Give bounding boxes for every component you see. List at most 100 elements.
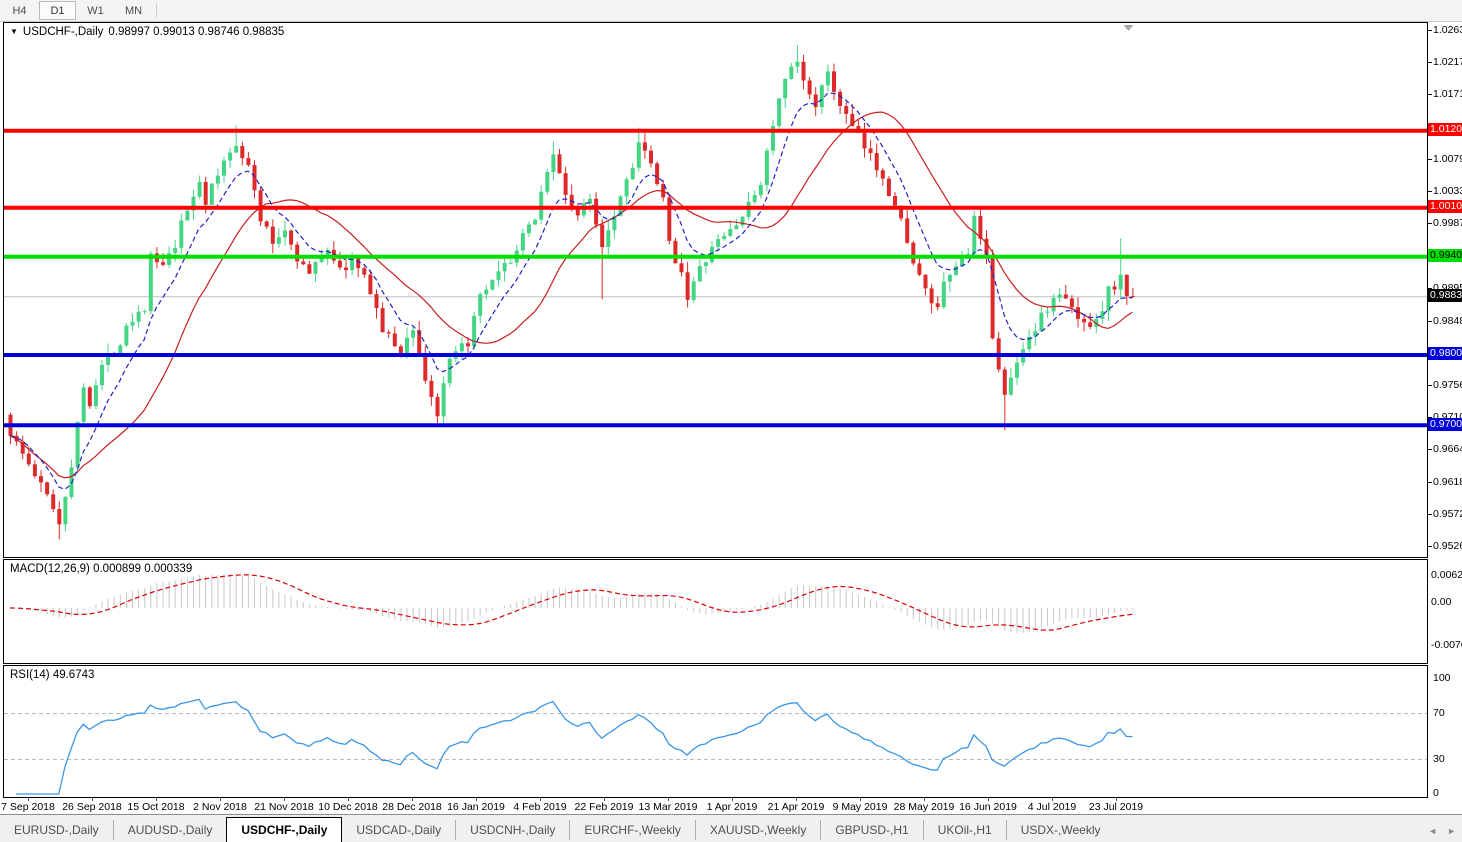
price-axis-tick-mark — [1428, 449, 1432, 451]
date-axis-tick-mark — [732, 797, 733, 801]
price-axis-tick-label: 0.99870 — [1433, 217, 1462, 230]
price-axis-tick-mark — [1428, 30, 1432, 31]
date-axis-label: 7 Sep 2018 — [1, 801, 55, 813]
rsi-chart[interactable] — [4, 666, 1427, 797]
price-axis-tick-mark — [1428, 62, 1432, 64]
price-axis-tick-label: 1.02630 — [1433, 24, 1462, 36]
tab-scroll-arrows: ◄ ► — [1428, 826, 1456, 836]
chart-tab-ukoil-h1[interactable]: UKOil-,H1 — [922, 820, 1006, 840]
price-axis-tick-label: 0.95720 — [1433, 507, 1462, 520]
slow-ma-line — [9, 111, 1133, 479]
price-axis-tick-mark — [1428, 513, 1432, 515]
macd-panel[interactable]: MACD(12,26,9) 0.000899 0.000339 — [3, 559, 1428, 664]
date-axis-label: 10 Dec 2018 — [318, 801, 378, 813]
price-axis-tick-mark — [1428, 223, 1432, 225]
tab-scroll-right-icon[interactable]: ► — [1447, 826, 1456, 836]
date-axis-tick-mark — [156, 797, 157, 801]
rsi-value-line — [16, 698, 1133, 795]
price-level-badge: 1.00106 — [1428, 200, 1462, 214]
chart-tab-audusd-daily[interactable]: AUDUSD-,Daily — [112, 820, 227, 840]
date-axis-tick-mark — [860, 797, 861, 801]
date-axis-label: 15 Oct 2018 — [127, 801, 185, 813]
chart-tab-usdcad-daily[interactable]: USDCAD-,Daily — [356, 823, 442, 837]
price-axis-tick-mark — [1428, 320, 1432, 322]
price-axis-tick-label: 0.98480 — [1433, 314, 1462, 327]
price-axis-tick-label: 1.00790 — [1433, 152, 1462, 165]
date-axis-label: 28 May 2019 — [893, 801, 955, 813]
timeframe-toolbar: H4 D1 W1 MN — [0, 0, 1462, 22]
chart-tab-usdcnh-daily[interactable]: USDCNH-,Daily — [455, 820, 569, 840]
date-axis-label: 9 May 2019 — [832, 801, 888, 813]
date-axis-label: 23 Jul 2019 — [1088, 801, 1144, 813]
timeframe-button-mn[interactable]: MN — [124, 4, 143, 17]
price-level-badge: 0.98835 — [1428, 289, 1462, 303]
price-axis-tick-label: 1.00330 — [1433, 185, 1462, 198]
chart-tab-usdchf-daily[interactable]: USDCHF-,Daily — [226, 817, 343, 842]
candles-group — [8, 45, 1135, 540]
date-axis-tick-mark — [28, 797, 29, 801]
price-axis-tick-mark — [1428, 481, 1432, 483]
price-axis-tick-label: 1.02170 — [1433, 56, 1462, 69]
macd-axis-label: 0.006286 — [1431, 569, 1462, 581]
timeframe-button-h4[interactable]: H4 — [12, 4, 27, 17]
price-axis-tick-mark — [1428, 191, 1432, 193]
chart-tab-usdx-weekly[interactable]: USDX-,Weekly — [1005, 820, 1115, 840]
date-axis-tick-mark — [348, 797, 349, 801]
price-axis[interactable]: 1.02630 1.02170 1.01710 1.00790 1.00330 0.998… — [1428, 22, 1462, 799]
date-axis-label: 4 Jul 2019 — [1027, 801, 1077, 813]
date-axis-tick-mark — [284, 797, 285, 801]
date-axis-label: 13 Mar 2019 — [638, 801, 698, 813]
chart-ohlc-values: 0.98997 0.99013 0.98746 0.98835 — [108, 26, 285, 38]
date-axis[interactable]: 7 Sep 2018 26 Sep 2018 15 Oct 2018 2 Nov 20… — [0, 797, 1428, 814]
rsi-label: RSI(14) 49.6743 — [10, 669, 95, 681]
timeframe-button-w1[interactable]: W1 — [87, 4, 104, 17]
rsi-axis-label: 70 — [1433, 706, 1445, 719]
date-axis-label: 16 Jun 2019 — [959, 801, 1017, 813]
date-axis-tick-mark — [668, 797, 669, 801]
price-axis-tick-mark — [1428, 94, 1432, 96]
chart-tab-bar: EURUSD-,Daily AUDUSD-,Daily USDCHF-,Daily U… — [0, 814, 1462, 842]
date-axis-tick-mark — [1052, 797, 1053, 801]
date-axis-tick-mark — [604, 797, 605, 801]
price-axis-tick-label: 1.01710 — [1433, 88, 1462, 101]
rsi-axis-label: 30 — [1433, 752, 1445, 765]
rsi-panel[interactable]: RSI(14) 49.6743 — [3, 665, 1428, 798]
chart-tab-eurchf-weekly[interactable]: EURCHF-,Weekly — [569, 820, 694, 840]
chart-symbol-label: USDCHF-,Daily — [22, 26, 104, 38]
chart-tab-gbpusd-h1[interactable]: GBPUSD-,H1 — [820, 820, 922, 840]
date-axis-tick-mark — [412, 797, 413, 801]
macd-histogram — [16, 574, 1134, 634]
timeframe-button-d1[interactable]: D1 — [39, 1, 76, 20]
macd-chart[interactable] — [4, 560, 1427, 663]
date-axis-label: 22 Feb 2019 — [574, 801, 634, 813]
macd-label: MACD(12,26,9) 0.000899 0.000339 — [10, 563, 193, 575]
chart-tab-eurusd-daily[interactable]: EURUSD-,Daily — [14, 823, 99, 837]
macd-signal-line — [9, 574, 1133, 631]
date-axis-label: 16 Jan 2019 — [447, 801, 505, 813]
date-axis-label: 1 Apr 2019 — [706, 801, 758, 813]
date-axis-tick-mark — [796, 797, 797, 801]
macd-axis-label: -0.00762 — [1431, 639, 1462, 651]
price-chart[interactable] — [4, 23, 1427, 557]
price-axis-tick-mark — [1428, 158, 1432, 160]
price-level-badge: 0.99406 — [1428, 249, 1462, 263]
date-axis-tick-mark — [540, 797, 541, 801]
symbol-dropdown-icon[interactable]: ▼ — [10, 27, 18, 36]
price-level-badge: 0.98004 — [1428, 347, 1462, 361]
date-axis-label: 4 Feb 2019 — [513, 801, 567, 813]
price-axis-tick-label: 0.95260 — [1433, 540, 1462, 553]
chart-shift-marker-icon[interactable] — [1123, 25, 1134, 31]
date-axis-label: 21 Nov 2018 — [254, 801, 314, 813]
date-axis-tick-mark — [220, 797, 221, 801]
tab-scroll-left-icon[interactable]: ◄ — [1428, 826, 1438, 836]
chart-tab-xauusd-weekly[interactable]: XAUUSD-,Weekly — [694, 820, 820, 840]
price-axis-tick-mark — [1428, 546, 1432, 548]
date-axis-tick-mark — [476, 797, 477, 801]
rsi-axis-label: 100 — [1433, 672, 1451, 684]
date-axis-label: 2 Nov 2018 — [193, 801, 247, 813]
price-level-badge: 1.01205 — [1428, 123, 1462, 137]
date-axis-label: 26 Sep 2018 — [62, 801, 122, 813]
date-axis-tick-mark — [924, 797, 925, 801]
rsi-axis-label: 0 — [1433, 787, 1439, 799]
main-chart-panel[interactable]: ▼ USDCHF-,Daily 0.98997 0.99013 0.98746 … — [3, 22, 1428, 558]
